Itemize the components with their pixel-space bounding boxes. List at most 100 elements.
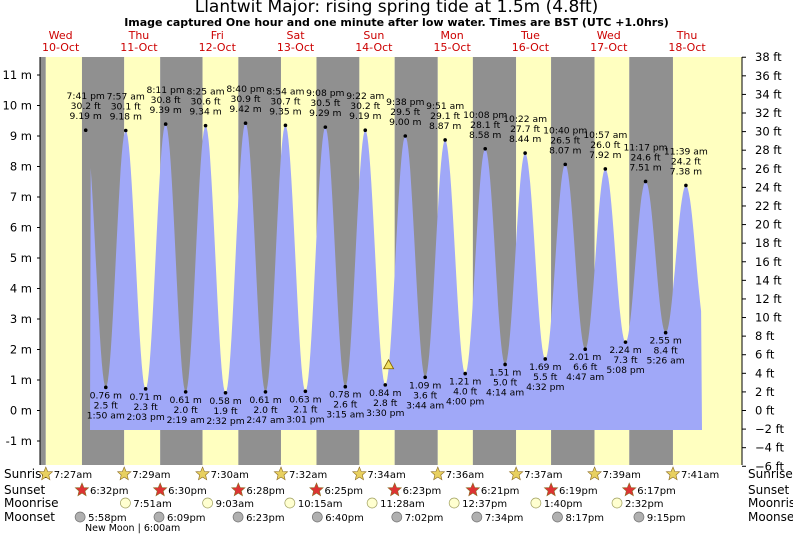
- low-tide-label: 2:19 am: [167, 415, 205, 426]
- day-label-date: 16-Oct: [512, 41, 550, 54]
- moonrise-time: 12:37pm: [462, 499, 507, 510]
- y-tick-label-ft: 36 ft: [755, 69, 782, 83]
- high-tide-label: 9.19 m: [70, 111, 102, 122]
- sunrise-icon: [587, 466, 602, 481]
- low-tide-label: 5:26 am: [647, 356, 685, 367]
- sunset-time: 6:32pm: [90, 486, 129, 497]
- high-tide-label: 7.92 m: [589, 150, 621, 161]
- tide-point: [483, 147, 488, 151]
- moonrise-time: 9:03am: [216, 499, 254, 510]
- sunset-icon: [465, 482, 481, 497]
- moonset-time: 8:17pm: [565, 513, 604, 524]
- sunrise-icon: [508, 466, 524, 481]
- high-tide-label: 8.07 m: [549, 145, 581, 156]
- row-label-left: Moonrise: [4, 496, 59, 510]
- y-tick-label-ft: 30 ft: [755, 125, 782, 139]
- low-tide-label: 3:44 am: [406, 400, 444, 411]
- y-tick-label-ft: 20 ft: [755, 218, 782, 232]
- y-tick-label-ft: 34 ft: [755, 87, 782, 101]
- high-tide-label: 26.0 ft: [590, 140, 620, 151]
- row-label-right: Sunrise: [748, 467, 793, 481]
- sunset-icon: [309, 482, 324, 497]
- high-tide-label: 29.5 ft: [390, 107, 420, 118]
- low-tide-label: 3:30 pm: [366, 408, 404, 419]
- tide-point: [163, 122, 168, 126]
- y-tick-label-m: 0 m: [10, 404, 32, 418]
- high-tide-label: 10:40 pm: [543, 125, 587, 136]
- high-tide-label: 9.00 m: [389, 117, 421, 128]
- tide-point: [363, 128, 368, 133]
- high-tide-label: 9.35 m: [269, 106, 301, 117]
- low-tide-label: 3:01 pm: [286, 414, 324, 425]
- tide-point: [123, 128, 128, 133]
- y-tick-label-m: -1 m: [6, 434, 32, 448]
- low-tide-label: 1.69 m: [529, 362, 561, 373]
- chart-title: Llantwit Major: rising spring tide at 1.…: [194, 0, 599, 17]
- high-tide-label: 27.7 ft: [510, 124, 540, 135]
- sunset-icon: [74, 482, 90, 497]
- y-tick-label-m: 4 m: [10, 282, 32, 296]
- y-tick-label-ft: −6 ft: [755, 459, 784, 473]
- y-tick-label-m: 6 m: [10, 221, 32, 235]
- moonrise-time: 1:40pm: [544, 499, 583, 510]
- y-tick-label-m: 3 m: [10, 312, 32, 326]
- moonrise-icon: [448, 497, 460, 509]
- sunset-time: 6:23pm: [403, 486, 442, 497]
- tide-point: [443, 138, 447, 142]
- y-tick-label-ft: 14 ft: [755, 273, 782, 287]
- moonset-icon: [552, 511, 563, 523]
- low-tide-label: 2.8 ft: [373, 398, 398, 409]
- low-tide-label: 5.0 ft: [493, 377, 518, 388]
- y-tick-label-m: 2 m: [10, 343, 32, 357]
- sunset-time: 6:21pm: [481, 486, 520, 497]
- y-tick-label-ft: 0 ft: [755, 404, 775, 418]
- tide-point: [603, 167, 608, 171]
- low-tide-label: 2.24 m: [609, 345, 641, 356]
- sunset-icon: [543, 482, 559, 497]
- tide-point: [303, 389, 308, 394]
- sunrise-icon: [195, 466, 210, 481]
- sunrise-time: 7:32am: [289, 470, 327, 481]
- moonset-icon: [471, 511, 483, 523]
- tide-point: [643, 179, 648, 184]
- moonrise-icon: [530, 497, 542, 509]
- tide-point: [323, 125, 328, 129]
- high-tide-label: 9.42 m: [229, 104, 261, 115]
- tide-point: [203, 123, 208, 128]
- low-tide-label: 4.0 ft: [453, 387, 478, 398]
- sunrise-time: 7:27am: [54, 470, 92, 481]
- high-tide-label: 7.38 m: [670, 166, 702, 177]
- low-tide-label: 1.09 m: [409, 380, 441, 391]
- low-tide-label: 0.76 m: [90, 390, 122, 401]
- moonrise-icon: [284, 497, 296, 509]
- moonset-icon: [391, 511, 403, 523]
- sunrise-icon: [665, 466, 681, 481]
- high-tide-label: 30.6 ft: [191, 97, 221, 108]
- current-time-marker: [382, 358, 395, 370]
- moonset-time: 6:23pm: [246, 513, 285, 524]
- tide-point: [403, 134, 408, 138]
- day-label-weekday: Thu: [128, 29, 150, 42]
- y-tick-label-m: 5 m: [10, 251, 32, 265]
- low-tide-label: 2.0 ft: [174, 405, 199, 416]
- low-tide-label: 2.6 ft: [333, 400, 358, 411]
- tide-point: [523, 151, 527, 155]
- low-tide-label: 2:03 pm: [126, 412, 164, 423]
- high-tide-label: 7:41 pm: [67, 91, 105, 102]
- sunrise-time: 7:30am: [211, 470, 249, 481]
- low-tide-label: 0.61 m: [249, 395, 281, 406]
- day-label-date: 15-Oct: [434, 41, 472, 54]
- low-tide-label: 2.1 ft: [293, 404, 318, 415]
- y-tick-label-ft: 24 ft: [755, 180, 782, 194]
- moonrise-icon: [202, 497, 213, 509]
- tide-point: [343, 384, 348, 389]
- high-tide-label: 9:38 pm: [386, 97, 424, 108]
- y-tick-label-ft: 22 ft: [755, 199, 782, 213]
- high-tide-label: 29.1 ft: [430, 111, 460, 122]
- high-tide-label: 7.51 m: [629, 162, 661, 173]
- low-tide-label: 0.78 m: [329, 390, 361, 401]
- sunrise-icon: [351, 466, 367, 481]
- high-tide-label: 9.39 m: [149, 105, 181, 116]
- y-tick-label-ft: 32 ft: [755, 106, 782, 120]
- low-tide-label: 6.6 ft: [573, 362, 598, 373]
